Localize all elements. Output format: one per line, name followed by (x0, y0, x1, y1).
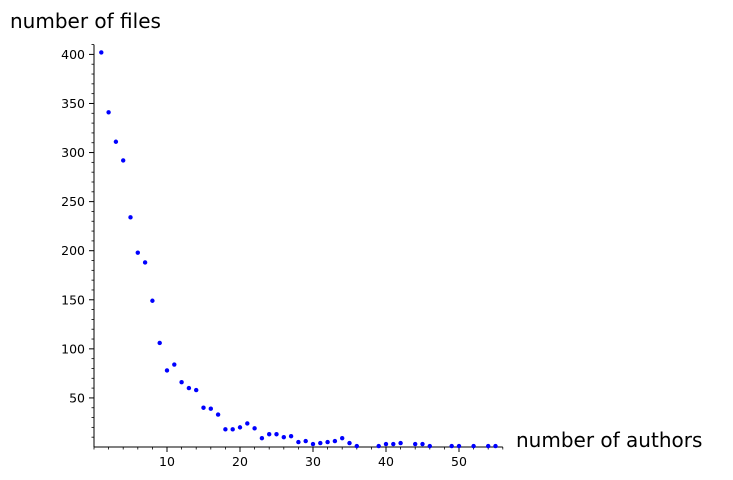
data-point (296, 439, 301, 445)
data-point (99, 50, 104, 55)
data-point (281, 434, 286, 440)
data-point (398, 440, 403, 446)
data-point (135, 250, 140, 255)
y-tick-label: 200 (61, 243, 85, 258)
data-point (121, 158, 126, 163)
y-tick-label: 350 (61, 96, 85, 111)
data-point (318, 440, 323, 446)
data-point (245, 421, 250, 426)
data-point (332, 438, 338, 444)
data-point (456, 443, 462, 449)
x-tick-label: 30 (305, 454, 321, 469)
data-point (427, 443, 432, 449)
data-point (413, 441, 418, 447)
data-point (164, 368, 170, 373)
x-tick-label: 10 (159, 454, 175, 469)
data-point (274, 432, 279, 437)
data-point (237, 425, 243, 430)
y-tick-label: 250 (61, 194, 85, 209)
data-point (223, 427, 228, 432)
data-point (179, 380, 184, 385)
data-point (383, 441, 389, 447)
x-tick-label: 50 (451, 454, 467, 469)
x-axis-title: number of authors (516, 428, 702, 452)
data-point (106, 110, 111, 115)
y-tick-label: 150 (61, 292, 85, 307)
data-point (208, 406, 213, 411)
data-point (340, 435, 345, 441)
y-tick-label: 400 (61, 47, 85, 62)
data-point (150, 298, 155, 303)
data-point (354, 443, 359, 449)
data-point (303, 438, 308, 444)
data-points (99, 50, 498, 449)
data-point (128, 215, 133, 220)
data-point (391, 441, 396, 447)
data-point (325, 439, 330, 445)
data-point (310, 441, 316, 447)
data-point (157, 340, 162, 346)
y-tick-label: 300 (61, 145, 85, 160)
data-point (449, 443, 454, 449)
data-point (194, 387, 199, 393)
x-tick-label: 20 (232, 454, 248, 469)
data-point (420, 441, 425, 447)
data-point (142, 260, 148, 265)
data-point (230, 427, 235, 432)
data-point (493, 443, 498, 449)
data-point (215, 412, 221, 417)
data-point (471, 443, 476, 449)
data-point (113, 139, 119, 144)
data-point (486, 443, 491, 449)
data-point (288, 434, 294, 439)
data-point (252, 426, 257, 431)
y-tick-label: 50 (69, 390, 85, 405)
data-point (172, 362, 177, 367)
axes: 10 20 30 40 50 50 100 150 200 250 300 350 400 (61, 44, 504, 469)
data-point (267, 432, 272, 437)
y-tick-label: 100 (61, 341, 85, 356)
y-axis-title: number of files (10, 9, 161, 33)
data-point (201, 405, 206, 410)
x-tick-label: 40 (378, 454, 394, 469)
data-point (259, 435, 265, 441)
data-point (376, 443, 381, 449)
data-point (347, 440, 352, 446)
data-point (186, 385, 192, 391)
